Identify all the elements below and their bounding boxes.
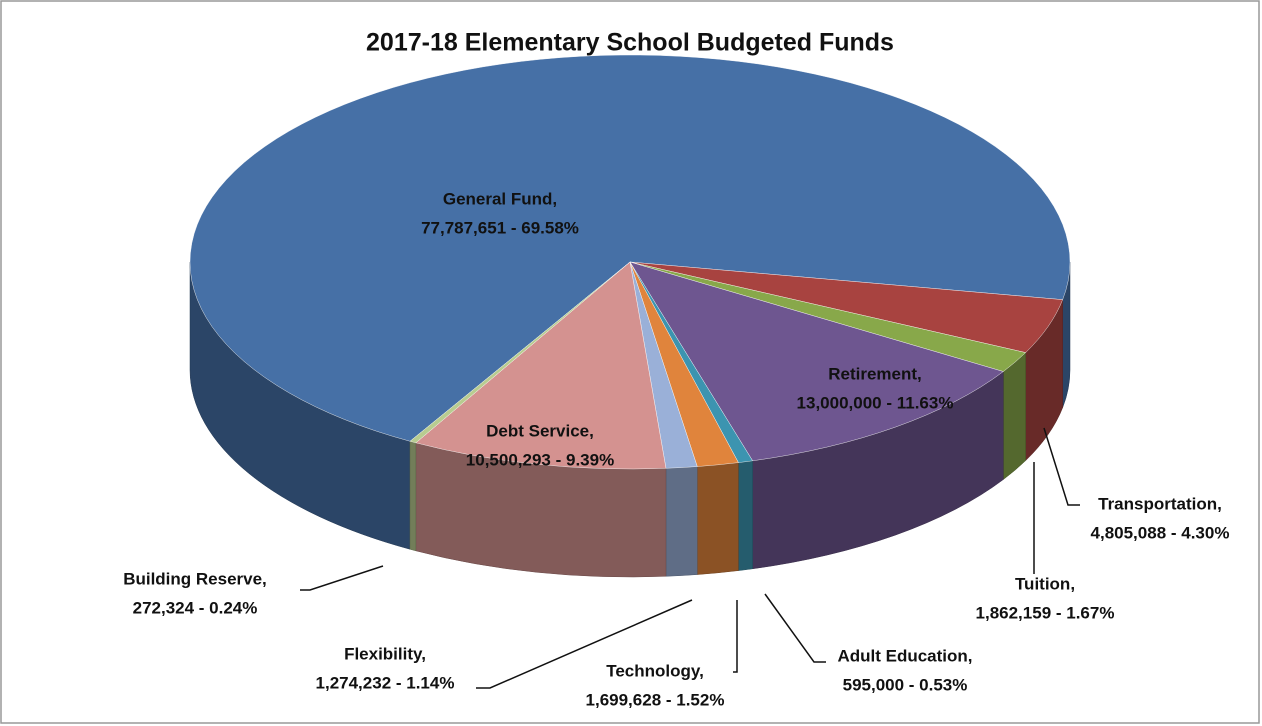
category-label: Adult Education,	[837, 646, 972, 665]
slice-side	[665, 466, 698, 577]
chart-title: 2017-18 Elementary School Budgeted Funds	[366, 29, 894, 57]
category-label: Debt Service,	[486, 421, 594, 440]
slice	[629, 261, 1004, 462]
value-label: 4,805,088 - 4.30%	[1091, 523, 1230, 542]
category-label: Transportation,	[1098, 494, 1222, 513]
slice-side	[1003, 352, 1026, 481]
value-label: 272,324 - 0.24%	[133, 598, 258, 617]
pie-sides	[189, 261, 1071, 578]
value-label: 77,787,651 - 69.58%	[421, 218, 579, 237]
leader-line	[733, 600, 738, 673]
category-label: Flexibility,	[344, 644, 426, 663]
value-label: 1,862,159 - 1.67%	[976, 603, 1115, 622]
leader-line	[764, 593, 826, 663]
category-label: Retirement,	[828, 364, 922, 383]
slice	[415, 261, 667, 470]
leader-line	[300, 565, 384, 591]
slice-side	[409, 440, 417, 552]
slice-side	[738, 460, 753, 571]
value-label: 595,000 - 0.53%	[843, 675, 968, 694]
pie-tops	[189, 54, 1071, 470]
slice	[189, 54, 1071, 442]
category-label: General Fund,	[443, 189, 557, 208]
labels: General Fund, 77,787,651 - 69.58% Transpor…	[123, 189, 1229, 709]
category-label: Tuition,	[1015, 574, 1075, 593]
category-label: Building Reserve,	[123, 569, 267, 588]
value-label: 1,699,628 - 1.52%	[586, 690, 725, 709]
value-label: 1,274,232 - 1.14%	[316, 673, 455, 692]
leader-line	[1043, 427, 1080, 506]
value-label: 13,000,000 - 11.63%	[797, 393, 954, 412]
slice-side	[697, 462, 739, 575]
leader-line	[476, 599, 693, 689]
value-label: 10,500,293 - 9.39%	[466, 450, 614, 469]
slice	[409, 261, 631, 444]
category-label: Technology,	[606, 661, 704, 680]
